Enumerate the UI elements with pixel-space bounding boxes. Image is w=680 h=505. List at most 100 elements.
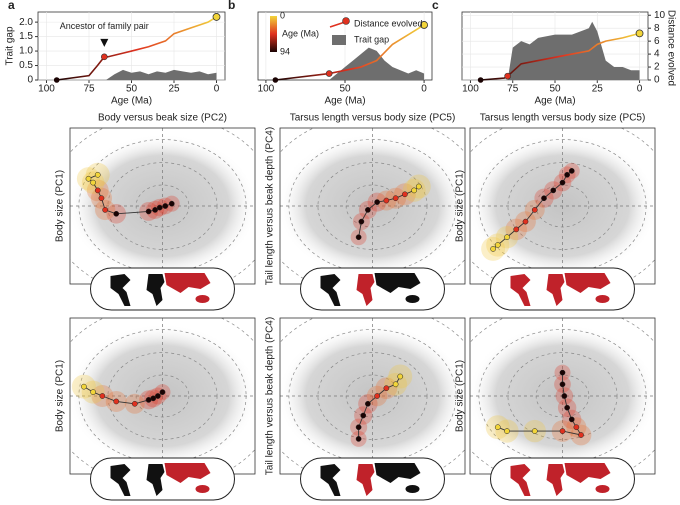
map-asia (164, 273, 211, 293)
panel-title: Tarsus length versus body size (PC5) (480, 113, 646, 124)
map-americas (510, 274, 531, 306)
map-asia (374, 273, 421, 293)
lineage-point (415, 183, 422, 190)
panel-letter: b (228, 0, 235, 12)
map-australia (595, 485, 610, 493)
lineage-point (99, 393, 106, 399)
lineage-point (383, 385, 390, 392)
y-axis-label: Body size (PC1) (55, 170, 66, 242)
x-tick-label: 100 (462, 84, 479, 95)
lineage-point (162, 203, 169, 209)
ancestor-point (504, 72, 511, 80)
lineage-point (559, 179, 566, 186)
map-americas (110, 464, 131, 496)
lineage-point (383, 197, 390, 204)
lineage-point (102, 207, 109, 213)
lineage-point (113, 210, 120, 217)
y2-tick-label: 10 (654, 10, 666, 21)
map-africa-europe (546, 464, 565, 496)
map-asia (564, 463, 611, 483)
x-tick-label: 100 (258, 84, 275, 95)
lineage-point (522, 218, 529, 225)
distance-line (56, 16, 217, 81)
legend-label: Trait gap (354, 34, 389, 44)
lineage-point (358, 218, 365, 225)
lineage-point (81, 383, 87, 390)
range-circle (107, 352, 218, 440)
lineage-point (494, 424, 501, 431)
panel-letter: a (8, 0, 15, 12)
lineage-point (504, 234, 510, 241)
lineage-point (504, 428, 510, 434)
legend-label: Distance evolved (354, 18, 423, 28)
lineage-point (355, 424, 362, 431)
lineage-point (531, 207, 538, 213)
x-tick-label: 50 (126, 84, 138, 95)
panel-title: Body versus beak size (PC2) (98, 113, 227, 124)
lineage-point (131, 400, 138, 407)
lineage-point (490, 246, 496, 252)
trait-gap-area (106, 69, 217, 80)
start-point (53, 77, 60, 83)
y-axis-label: Tail length versus beak depth (PC4) (265, 127, 276, 285)
lineage-point (94, 171, 101, 178)
y2-tick-label: 2 (654, 62, 660, 73)
y-axis-label: Body size (PC1) (455, 360, 466, 432)
lineage-point (411, 187, 417, 194)
lineage-point (355, 234, 362, 241)
range-circle (507, 352, 618, 440)
lineage-point (152, 207, 158, 213)
lineage-point (513, 226, 520, 233)
map-americas (320, 274, 341, 306)
map-africa-europe (146, 274, 165, 306)
colorbar (270, 16, 277, 52)
x-axis-label: Age (Ma) (534, 96, 575, 107)
trait-gap-area (507, 21, 640, 80)
lineage-point (98, 195, 105, 202)
lineage-point (568, 416, 575, 423)
lineage-point (355, 436, 362, 442)
map-asia (164, 463, 211, 483)
map-americas (510, 464, 531, 496)
range-circle (507, 162, 618, 250)
panel-title: Tarsus length versus body size (PC5) (290, 113, 456, 124)
y-axis-label: Trait gap (5, 26, 16, 66)
x-tick-label: 0 (214, 84, 220, 95)
map-australia (405, 295, 420, 303)
x-axis-label: Age (Ma) (324, 96, 365, 107)
lineage-point (94, 187, 101, 194)
end-point (212, 13, 221, 21)
lineage-point (397, 373, 404, 380)
lineage-point (374, 393, 380, 399)
end-point (635, 29, 644, 38)
y2-axis-label: Distance evolved (665, 10, 676, 86)
y-axis-label: Body size (PC1) (455, 170, 466, 242)
lineage-point (155, 393, 161, 399)
lineage-point (365, 207, 371, 213)
x-tick-label: 50 (549, 84, 561, 95)
lineage-point (578, 432, 584, 438)
map-americas (110, 274, 131, 306)
lineage-point (145, 208, 152, 215)
y2-tick-label: 4 (654, 49, 660, 60)
lineage-point (374, 199, 380, 205)
range-circle (317, 352, 428, 440)
lineage-point (550, 187, 557, 194)
lineage-point (168, 200, 175, 207)
ancestor-point (101, 53, 108, 61)
colorbar-label: Age (Ma) (282, 28, 319, 38)
lineage-point (392, 195, 399, 202)
x-tick-label: 75 (507, 84, 519, 95)
lineage-point (113, 398, 120, 405)
y-tick-label: 1.0 (19, 46, 33, 57)
y2-tick-label: 0 (654, 75, 660, 86)
map-africa-europe (356, 274, 375, 306)
annotation: Ancestor of family pair (60, 21, 149, 31)
x-tick-label: 75 (83, 84, 95, 95)
lineage-point (561, 393, 568, 399)
x-tick-label: 100 (38, 84, 55, 95)
y-axis-label: Tail length versus beak depth (PC4) (265, 317, 276, 475)
y2-tick-label: 6 (654, 36, 660, 47)
map-americas (320, 464, 341, 496)
